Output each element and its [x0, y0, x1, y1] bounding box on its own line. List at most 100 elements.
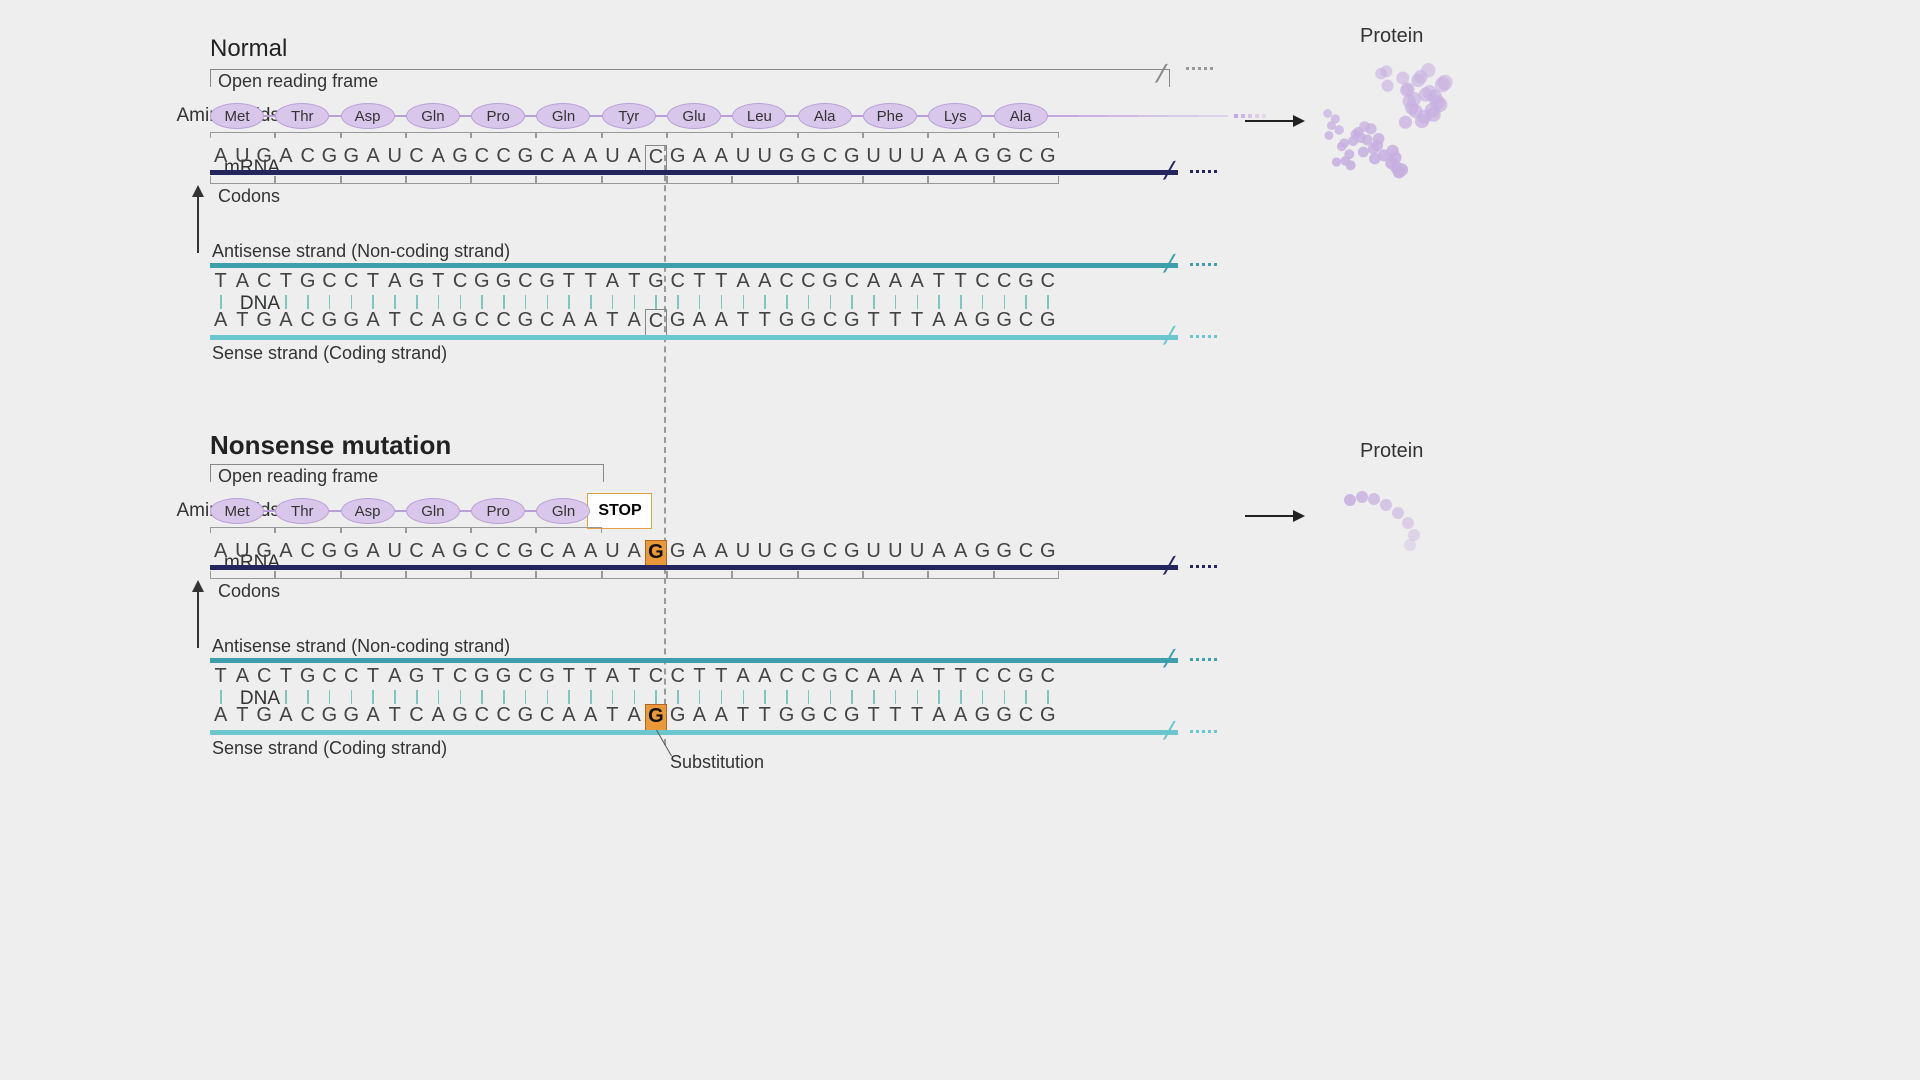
nucleotide: G [994, 704, 1016, 732]
nucleotide: C [819, 704, 841, 732]
orf-label-normal: Open reading frame [218, 71, 378, 92]
amino-acid-ala: Ala [798, 103, 852, 129]
nucleotide: G [471, 270, 493, 298]
stop-codon-box: STOP [587, 493, 652, 529]
amino-acid-phe: Phe [863, 103, 917, 129]
amino-acid-track-normal: MetThrAspGlnProGlnTyrGluLeuAlaPheLysAla [210, 102, 1266, 130]
nucleotide: A [863, 270, 885, 298]
nucleotide: G [536, 270, 558, 298]
codons-label-normal: Codons [218, 186, 280, 207]
dna-top-dots-normal [1190, 263, 1217, 266]
nucleotide: A [950, 145, 972, 173]
nucleotide: C [515, 270, 537, 298]
nucleotide: T [689, 665, 711, 693]
nucleotide: A [362, 704, 384, 732]
sense-seq-normal: ATGACGGATCAGCCGCAATACGAATTGGCGTTTAAGGCG [210, 309, 1059, 337]
nucleotide: A [275, 145, 297, 173]
nucleotide: U [602, 145, 624, 173]
nucleotide: C [406, 309, 428, 337]
nucleotide: A [885, 270, 907, 298]
nucleotide: A [689, 540, 711, 568]
nucleotide: G [515, 540, 537, 568]
nucleotide: G [1015, 665, 1037, 693]
nucleotide: G [449, 145, 471, 173]
label-dna-normal: DNA [140, 293, 280, 315]
antisense-seq-normal: TACTGCCTAGTCGGCGTTATGCTTAACCGCAAATTCCGC [210, 270, 1059, 298]
panel-normal: Normal Open reading frame ⁄⁄ Amino acids… [100, 35, 1800, 63]
nucleotide: C [297, 145, 319, 173]
nucleotide: G [645, 270, 667, 298]
nucleotide: T [428, 270, 450, 298]
nucleotide: C [776, 270, 798, 298]
nucleotide: T [580, 665, 602, 693]
title-mutant: Nonsense mutation [210, 430, 1800, 461]
nucleotide: G [297, 270, 319, 298]
dna-bot-dots-normal [1190, 335, 1217, 338]
nucleotide: T [558, 270, 580, 298]
nucleotide: C [449, 665, 471, 693]
nucleotide: G [493, 665, 515, 693]
nucleotide: A [928, 145, 950, 173]
nucleotide: A [863, 665, 885, 693]
nucleotide: C [406, 540, 428, 568]
nucleotide: C [471, 704, 493, 732]
nucleotide: A [362, 540, 384, 568]
nucleotide: A [362, 145, 384, 173]
protein-full-icon [1310, 55, 1460, 185]
nucleotide: G [776, 309, 798, 337]
nucleotide: C [341, 270, 363, 298]
nucleotide: A [580, 704, 602, 732]
nucleotide: T [558, 665, 580, 693]
amino-acid-asp: Asp [341, 498, 395, 524]
nucleotide: G [319, 540, 341, 568]
nucleotide: G [515, 704, 537, 732]
substitution-label: Substitution [670, 752, 764, 773]
title-normal: Normal [210, 35, 1800, 63]
nucleotide: C [341, 665, 363, 693]
mrna-dots-mutant [1190, 565, 1217, 568]
nucleotide: G [798, 540, 820, 568]
nucleotide: T [602, 704, 624, 732]
nucleotide: G [841, 540, 863, 568]
nucleotide: C [972, 270, 994, 298]
nucleotide: A [602, 270, 624, 298]
nucleotide: T [428, 665, 450, 693]
nucleotide: U [863, 540, 885, 568]
nucleotide: G [798, 704, 820, 732]
nucleotide: A [689, 309, 711, 337]
nucleotide: G [341, 704, 363, 732]
dna-bot-line-normal [210, 335, 1178, 340]
nucleotide: G [776, 540, 798, 568]
nucleotide: C [819, 540, 841, 568]
nucleotide: C [471, 145, 493, 173]
dna-bot-dots-mutant [1190, 730, 1217, 733]
nucleotide: C [536, 309, 558, 337]
nucleotide: C [645, 145, 667, 173]
nucleotide: G [1037, 145, 1059, 173]
nucleotide: G [449, 309, 471, 337]
nucleotide: A [624, 145, 646, 173]
nucleotide: C [493, 540, 515, 568]
translation-arrow-icon-normal [1245, 113, 1305, 129]
protein-truncated-icon [1340, 485, 1450, 555]
nucleotide: T [732, 704, 754, 732]
nucleotide: A [362, 309, 384, 337]
nucleotide: G [667, 704, 689, 732]
nucleotide: C [493, 309, 515, 337]
nucleotide: T [950, 665, 972, 693]
nucleotide: G [798, 145, 820, 173]
nucleotide: T [907, 704, 929, 732]
nucleotide: U [863, 145, 885, 173]
nucleotide: A [754, 270, 776, 298]
nucleotide: G [493, 270, 515, 298]
nucleotide: G [972, 309, 994, 337]
nucleotide: A [689, 704, 711, 732]
nucleotide: C [819, 309, 841, 337]
nucleotide: A [928, 540, 950, 568]
amino-acid-met: Met [210, 103, 264, 129]
nucleotide: G [994, 145, 1016, 173]
nucleotide: T [711, 665, 733, 693]
nucleotide: C [297, 704, 319, 732]
nucleotide: A [558, 704, 580, 732]
nucleotide: T [384, 704, 406, 732]
